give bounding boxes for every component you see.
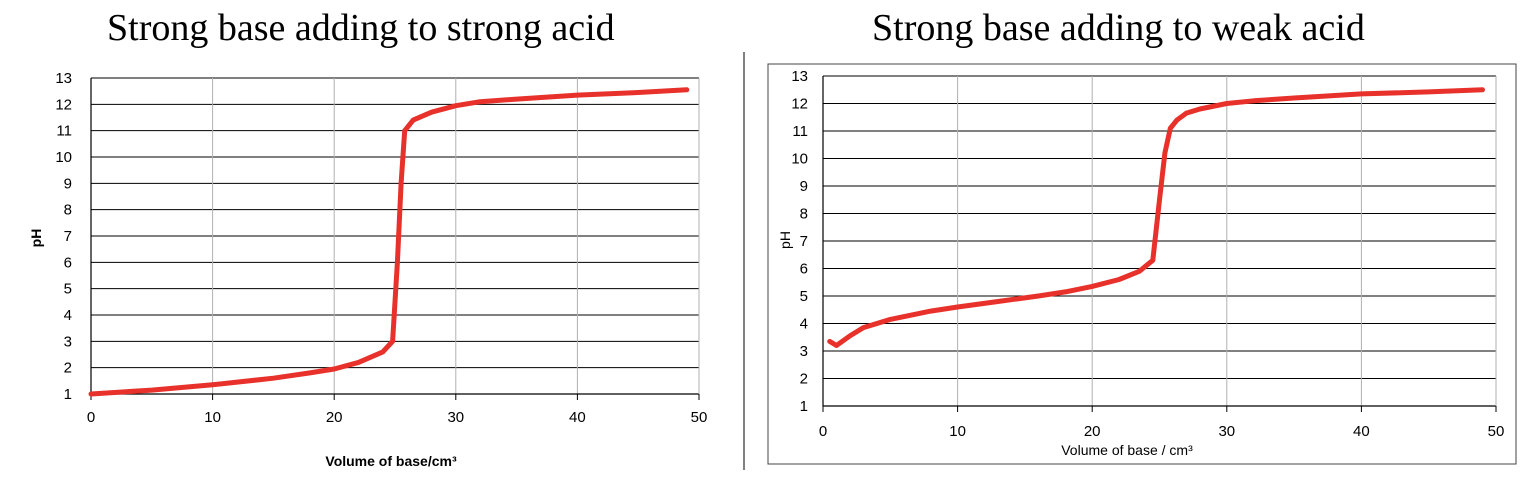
y-tick-label: 4 — [64, 307, 72, 324]
y-tick-label: 1 — [64, 386, 72, 403]
chart-title-left: Strong base adding to strong acid — [107, 7, 615, 49]
y-tick-label: 5 — [800, 288, 808, 305]
x-tick-label: 30 — [1218, 423, 1235, 440]
y-tick-label: 6 — [800, 261, 808, 278]
y-tick-label: 9 — [800, 178, 808, 195]
y-tick-label: 12 — [55, 96, 72, 113]
y-tick-label: 7 — [800, 233, 808, 250]
x-axis-label: Volume of base/cm³ — [325, 453, 457, 469]
x-tick-label: 0 — [819, 423, 827, 440]
x-tick-label: 10 — [204, 409, 221, 426]
y-tick-label: 10 — [55, 149, 72, 166]
y-tick-label: 3 — [800, 343, 808, 360]
x-tick-label: 40 — [1353, 423, 1370, 440]
y-tick-label: 7 — [64, 228, 72, 245]
y-axis-label: pH — [777, 231, 793, 249]
x-tick-label: 20 — [1084, 423, 1101, 440]
y-tick-label: 1 — [800, 398, 808, 415]
x-tick-label: 10 — [949, 423, 966, 440]
y-tick-label: 3 — [64, 333, 72, 350]
y-tick-label: 10 — [791, 151, 808, 168]
x-tick-label: 0 — [87, 409, 95, 426]
titration-curve — [827, 87, 1485, 348]
x-axis-label: Volume of base / cm³ — [1061, 442, 1193, 458]
titration-curve — [88, 87, 690, 397]
y-tick-label: 4 — [800, 316, 808, 333]
y-tick-label: 11 — [56, 123, 72, 140]
y-tick-label: 5 — [64, 281, 72, 298]
right-chart-frame — [767, 63, 1517, 465]
chart-title-right: Strong base adding to weak acid — [872, 7, 1365, 49]
x-tick-label: 40 — [569, 409, 586, 426]
x-tick-label: 20 — [326, 409, 343, 426]
x-tick-label: 50 — [1488, 423, 1505, 440]
y-tick-label: 2 — [64, 360, 72, 377]
y-tick-label: 2 — [800, 371, 808, 388]
y-tick-label: 8 — [800, 206, 808, 223]
y-tick-label: 8 — [64, 202, 72, 219]
y-tick-label: 9 — [64, 175, 72, 192]
x-tick-label: 30 — [447, 409, 464, 426]
y-axis-label: pH — [28, 229, 44, 248]
y-tick-label: 6 — [64, 254, 72, 271]
x-tick-label: 50 — [691, 409, 708, 426]
y-tick-label: 13 — [55, 70, 72, 87]
y-tick-label: 12 — [791, 96, 808, 113]
y-tick-label: 13 — [791, 68, 808, 85]
y-tick-label: 11 — [792, 123, 808, 140]
